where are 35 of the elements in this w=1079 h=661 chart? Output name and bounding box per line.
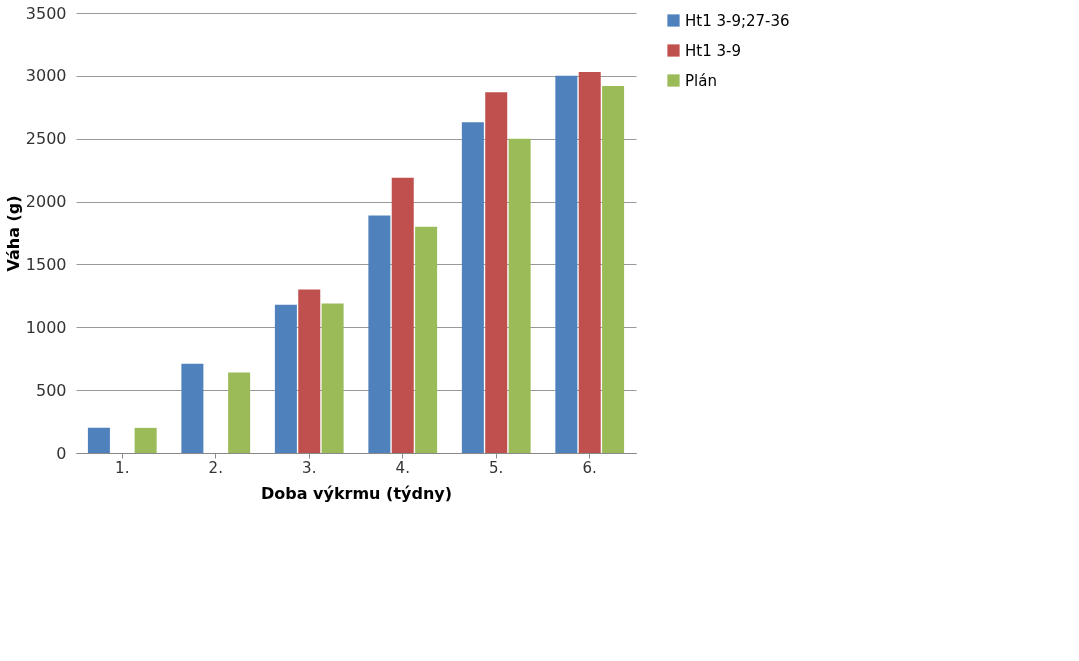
bar: [391, 177, 414, 453]
y-axis-title: Váha (g): [3, 195, 23, 272]
legend-label: Ht1 3-9;27-36: [685, 11, 790, 30]
legend-label: Plán: [685, 71, 717, 90]
bar: [415, 226, 438, 453]
legend-label: Ht1 3-9: [685, 41, 741, 60]
x-tick-label: 5.: [489, 458, 504, 477]
bar: [87, 427, 110, 453]
y-tick-label: 2000: [25, 192, 67, 212]
y-tick-label: 0: [56, 443, 67, 463]
bar: [602, 85, 625, 453]
y-tick-label: 500: [35, 380, 67, 400]
x-axis-title: Doba výkrmu (týdny): [260, 483, 453, 503]
y-tick-label: 3000: [25, 66, 67, 86]
x-tick-label: 1.: [115, 458, 130, 477]
bar: [274, 304, 297, 453]
bar: [461, 122, 484, 453]
bar: [368, 215, 391, 453]
x-tick-label: 3.: [302, 458, 317, 477]
bar: [134, 427, 157, 453]
y-tick-label: 1500: [25, 254, 67, 274]
bar: [508, 138, 531, 453]
bar: [578, 72, 601, 453]
y-tick-label: 1000: [25, 317, 67, 337]
bar: [555, 75, 578, 453]
y-tick-label: 2500: [25, 129, 67, 149]
bar: [228, 372, 251, 453]
bar: [321, 303, 344, 453]
bar: [485, 92, 508, 453]
x-tick-label: 2.: [208, 458, 223, 477]
bar: [181, 363, 204, 453]
x-tick-label: 4.: [395, 458, 410, 477]
bar: [298, 289, 321, 453]
x-tick-label: 6.: [582, 458, 597, 477]
y-tick-label: 3500: [25, 3, 67, 23]
